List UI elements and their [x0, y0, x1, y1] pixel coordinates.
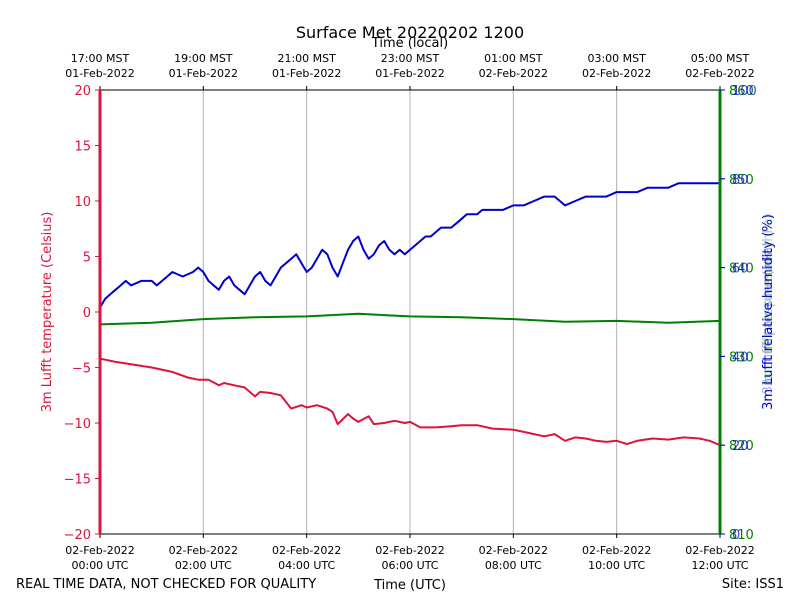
left-tick-label: −5 [72, 362, 91, 377]
tick-layer: 02-Feb-2022 00:00 UTC 02-Feb-2022 02:00 UTC… [64, 52, 757, 572]
humidity-line [99, 182, 720, 309]
left-axis-label: 3m Lufft temperature (Celsius) [40, 212, 55, 413]
series-layer [99, 182, 721, 447]
right-blue-tick-label: 20 [732, 439, 749, 454]
footer-left: REAL TIME DATA, NOT CHECKED FOR QUALITY [16, 577, 316, 592]
right-green-tick-label: 810 [729, 528, 754, 543]
vertical-grid [202, 90, 618, 534]
top-tick-date: 01-Feb-2022 [169, 67, 238, 80]
top-tick-time: 03:00 MST [587, 52, 646, 65]
top-tick-time: 19:00 MST [174, 52, 233, 65]
right-green-tick-label: 840 [729, 262, 754, 277]
x-tick-time: 06:00 UTC [381, 559, 438, 572]
footer-right: Site: ISS1 [722, 577, 784, 592]
x-tick-time: 10:00 UTC [588, 559, 645, 572]
left-tick-label: −10 [64, 417, 91, 432]
pressure-line [99, 312, 721, 326]
top-tick-date: 02-Feb-2022 [685, 67, 754, 80]
x-tick-date: 02-Feb-2022 [375, 544, 444, 557]
temperature-line [99, 357, 721, 447]
right-axis-label-blue: 3m Lufft relative humidity (%) [761, 214, 776, 410]
top-tick-date: 01-Feb-2022 [375, 67, 444, 80]
right-axis-label-overlay-1: 3m Lufft pressure (hPa) [761, 242, 776, 394]
top-tick-time: 05:00 MST [691, 52, 750, 65]
left-tick-label: 15 [74, 140, 91, 155]
left-tick-label: 20 [74, 84, 91, 99]
right-blue-tick-label: 60 [732, 262, 749, 277]
chart-title: Surface Met 20220202 1200 [296, 23, 524, 42]
top-tick-time: 17:00 MST [71, 52, 130, 65]
top-tick-date: 02-Feb-2022 [582, 67, 651, 80]
right-blue-tick-label: 100 [732, 84, 757, 99]
x-tick-date: 02-Feb-2022 [479, 544, 548, 557]
x-tick-time: 02:00 UTC [175, 559, 232, 572]
top-tick-time: 21:00 MST [277, 52, 336, 65]
right-green-tick-label: 830 [729, 350, 754, 365]
x-tick-time: 12:00 UTC [691, 559, 748, 572]
top-tick-time: 23:00 MST [381, 52, 440, 65]
top-axis-label: Time (local) [371, 36, 448, 51]
top-tick-time: 01:00 MST [484, 52, 543, 65]
left-tick-label: −15 [64, 473, 91, 488]
top-tick-date: 01-Feb-2022 [65, 67, 134, 80]
left-tick-label: 10 [74, 195, 91, 210]
x-axis-label: Time (UTC) [373, 578, 446, 593]
top-tick-date: 01-Feb-2022 [272, 67, 341, 80]
right-green-tick-label: 820 [729, 439, 754, 454]
right-blue-tick-label: 80 [732, 173, 749, 188]
top-tick-date: 02-Feb-2022 [479, 67, 548, 80]
right-green-tick-label: 860 [729, 84, 754, 99]
left-tick-label: 5 [83, 251, 91, 266]
x-tick-time: 04:00 UTC [278, 559, 335, 572]
x-tick-time: 08:00 UTC [485, 559, 542, 572]
right-axis-label-overlay-2: 3m Lufft air pressure (hPa) [761, 213, 776, 386]
right-blue-tick-label: 40 [732, 350, 749, 365]
x-tick-date: 02-Feb-2022 [685, 544, 754, 557]
right-blue-tick-label: 0 [732, 528, 740, 543]
left-tick-label: 0 [83, 306, 91, 321]
x-tick-date: 02-Feb-2022 [169, 544, 238, 557]
x-tick-date: 02-Feb-2022 [272, 544, 341, 557]
left-tick-label: −20 [64, 528, 91, 543]
x-tick-date: 02-Feb-2022 [65, 544, 134, 557]
right-green-tick-label: 850 [729, 173, 754, 188]
x-tick-date: 02-Feb-2022 [582, 544, 651, 557]
x-tick-time: 00:00 UTC [71, 559, 128, 572]
